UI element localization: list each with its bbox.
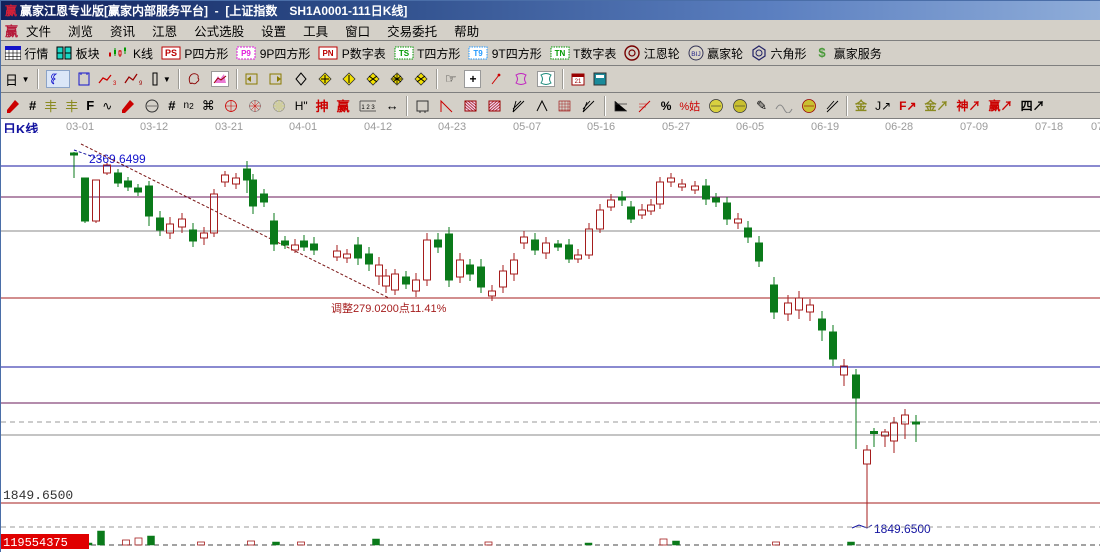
svg-text:3: 3 — [113, 81, 116, 86]
svg-text:1 2 3: 1 2 3 — [361, 105, 375, 111]
svg-text:P9: P9 — [241, 49, 251, 58]
svg-text:9: 9 — [139, 81, 142, 86]
svg-text:PS: PS — [165, 48, 177, 58]
svg-text:119554375: 119554375 — [3, 536, 68, 550]
svg-text:TS: TS — [399, 49, 410, 58]
svg-text:21: 21 — [575, 79, 582, 85]
svg-text:BIJ: BIJ — [691, 51, 700, 58]
svg-text:调整279.0200点11.41%: 调整279.0200点11.41% — [331, 301, 447, 315]
svg-text:T9: T9 — [474, 49, 484, 58]
svg-text:$: $ — [819, 46, 827, 60]
svg-text:PN: PN — [323, 49, 334, 58]
svg-text:TN: TN — [554, 49, 565, 58]
svg-text:1849.6500: 1849.6500 — [874, 522, 931, 536]
svg-text:1849.6500: 1849.6500 — [3, 488, 73, 503]
